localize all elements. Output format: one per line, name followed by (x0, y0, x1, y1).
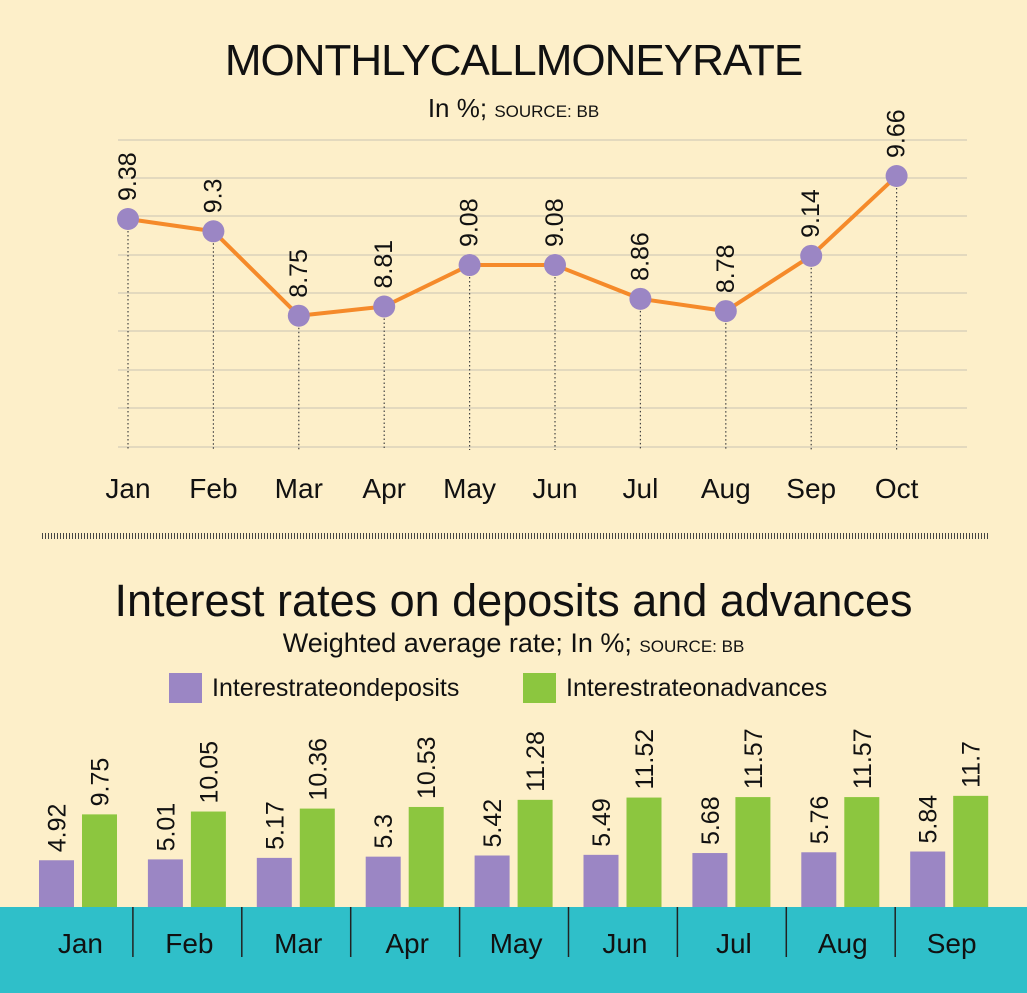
data-point (800, 244, 823, 267)
bar-advances (517, 799, 553, 907)
data-label-deposits: 5.01 (152, 803, 180, 852)
legend-label-advances: Interestrateonadvances (566, 673, 828, 702)
x-tick-label: Apr (362, 473, 406, 504)
data-label: 9.66 (883, 109, 911, 158)
data-point (544, 254, 566, 277)
bar-deposits (39, 860, 74, 907)
bar-chart-subtitle: Weighted average rate; In %; SOURCE: BB (0, 628, 1027, 659)
data-label: 8.78 (712, 244, 740, 293)
data-label: 9.08 (541, 198, 569, 247)
data-point (714, 300, 737, 323)
line-chart: 9.38 9.3 8.75 8.81 9.08 9.08 8.86 8.78 9.14 9.66 J… (105, 109, 967, 504)
section-divider (42, 533, 989, 539)
data-label-deposits: 5.68 (697, 796, 725, 845)
bar-deposits (256, 857, 292, 907)
bar-chart-legend: Interestrateondeposits Interestrateonadv… (0, 673, 1027, 709)
bar-advances (953, 795, 989, 907)
data-point (885, 165, 908, 188)
data-label-deposits: 5.42 (479, 799, 507, 848)
data-label: 8.75 (285, 249, 313, 298)
x-tick-label: Sep (786, 473, 836, 504)
x-tick-label: Jan (105, 473, 150, 504)
data-label-advances: 11.57 (740, 728, 768, 789)
bar-advances (626, 797, 662, 907)
x-tick-label: Jan (58, 928, 103, 959)
legend-item-deposits: Interestrateondeposits (169, 673, 459, 703)
line-chart-source: SOURCE: BB (494, 102, 600, 121)
data-label: 8.86 (626, 232, 654, 281)
data-label-deposits: 4.92 (44, 804, 72, 853)
data-label-advances: 10.53 (413, 736, 441, 799)
legend-swatch-advances (523, 673, 556, 703)
bar-deposits (147, 859, 183, 907)
data-label: 9.3 (199, 179, 227, 214)
data-label: 8.81 (370, 240, 398, 289)
bar-advances (299, 808, 335, 907)
data-point (373, 295, 396, 318)
data-point (117, 208, 139, 230)
data-label: 9.08 (456, 198, 484, 247)
line-chart-title: MONTHLYCALLMONEYRATE (224, 36, 803, 85)
data-label-advances: 9.75 (87, 758, 115, 807)
bar-chart-source: SOURCE: BB (639, 637, 745, 656)
x-tick-label: Feb (189, 473, 237, 504)
x-tick-label: Oct (875, 473, 919, 504)
data-label-deposits: 5.84 (915, 795, 943, 844)
series-line (127, 174, 898, 318)
data-label-advances: 11.52 (631, 729, 659, 790)
data-point (287, 304, 310, 327)
x-tick-label: Apr (385, 928, 429, 959)
x-tick-label: Mar (275, 473, 323, 504)
bar-chart-subtitle-main: Weighted average rate; In %; (282, 628, 640, 658)
data-label-advances: 11.7 (958, 741, 986, 788)
x-tick-label: Jul (716, 928, 752, 959)
x-tick-label: Mar (274, 928, 322, 959)
bar-advances (735, 797, 771, 907)
x-tick-label: Aug (818, 928, 868, 959)
data-point (458, 254, 481, 277)
x-tick-label: Jun (532, 473, 577, 504)
data-label-advances: 11.28 (522, 731, 550, 792)
gridlines (118, 139, 967, 448)
data-label-advances: 10.05 (195, 741, 223, 804)
legend-label-deposits: Interestrateondeposits (212, 673, 460, 702)
drop-lines (127, 176, 898, 450)
x-tick-label: Feb (165, 928, 213, 959)
bar-advances (190, 811, 226, 907)
x-tick-label: Aug (701, 473, 751, 504)
bar-deposits (910, 851, 946, 907)
data-point (629, 287, 652, 310)
bar-deposits (801, 852, 837, 907)
data-label-deposits: 5.76 (806, 796, 834, 845)
x-tick-label: Jun (602, 928, 647, 959)
data-label: 9.14 (797, 189, 825, 238)
bar-deposits (692, 853, 728, 907)
bar-advances (408, 806, 444, 907)
data-label-deposits: 5.3 (370, 814, 398, 849)
x-tick-label: May (490, 928, 543, 959)
legend-swatch-deposits (169, 673, 202, 703)
line-chart-subtitle: In %; SOURCE: BB (0, 93, 1027, 124)
bar-deposits (583, 854, 619, 907)
data-label-deposits: 5.49 (588, 798, 616, 847)
bar-advances (844, 797, 880, 907)
data-label-advances: 11.57 (849, 728, 877, 789)
bar-deposits (474, 855, 510, 907)
bar-chart-title: Interest rates on deposits and advances (114, 575, 913, 626)
data-point (202, 220, 225, 243)
x-axis-band (0, 907, 1027, 993)
data-label: 9.38 (114, 152, 142, 201)
bar-advances (82, 814, 117, 907)
x-tick-label: Jul (623, 473, 659, 504)
bar-deposits (365, 856, 401, 907)
legend-item-advances: Interestrateonadvances (523, 673, 827, 703)
data-label-deposits: 5.17 (261, 801, 289, 850)
x-tick-label: Sep (927, 928, 977, 959)
data-label-advances: 10.36 (304, 738, 332, 801)
x-tick-label: May (443, 473, 496, 504)
line-chart-subtitle-main: In %; (427, 93, 495, 123)
